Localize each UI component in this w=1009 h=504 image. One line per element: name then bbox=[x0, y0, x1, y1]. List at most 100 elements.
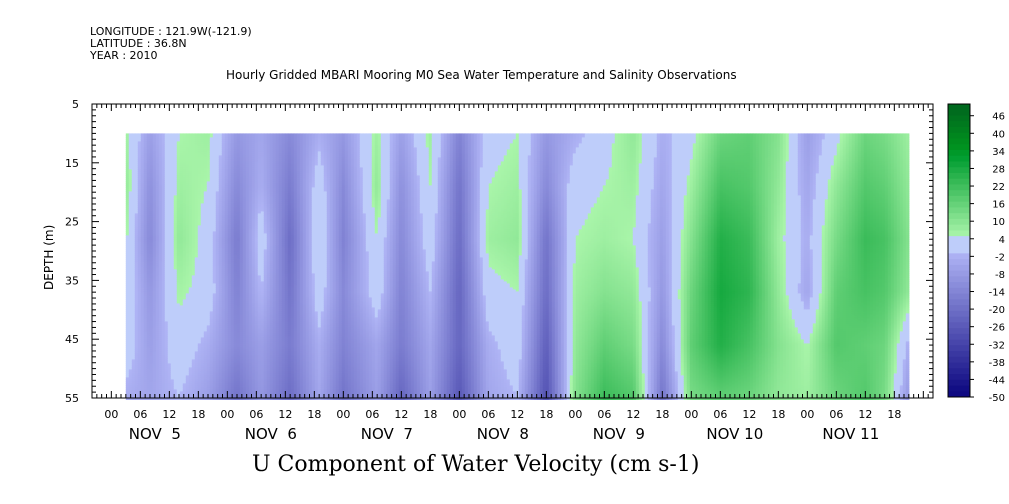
heatmap-cell bbox=[146, 267, 151, 270]
heatmap-cell bbox=[173, 175, 178, 178]
heatmap-cell bbox=[158, 195, 163, 198]
heatmap-cell bbox=[134, 303, 139, 306]
heatmap-cell bbox=[125, 317, 130, 320]
heatmap-cell bbox=[164, 147, 169, 150]
heatmap-cell bbox=[173, 285, 178, 288]
heatmap-cell bbox=[125, 339, 130, 342]
heatmap-cell bbox=[134, 273, 139, 276]
heatmap-cell bbox=[155, 225, 160, 228]
heatmap-cell bbox=[173, 365, 178, 368]
heatmap-cell bbox=[146, 301, 151, 304]
heatmap-cell bbox=[161, 255, 166, 258]
heatmap-cell bbox=[131, 247, 136, 250]
heatmap-cell bbox=[167, 185, 172, 188]
heatmap-cell bbox=[125, 363, 130, 366]
heatmap-cell bbox=[134, 325, 139, 328]
heatmap-cell bbox=[134, 359, 139, 362]
heatmap-cell bbox=[158, 363, 163, 366]
heatmap-cell bbox=[152, 163, 157, 166]
heatmap-cell bbox=[155, 395, 160, 398]
heatmap-cell bbox=[137, 205, 142, 208]
heatmap-cell bbox=[173, 383, 178, 386]
heatmap-cell bbox=[173, 271, 178, 274]
heatmap-cell bbox=[173, 393, 178, 396]
heatmap-cell bbox=[134, 307, 139, 310]
heatmap-cell bbox=[155, 173, 160, 176]
heatmap-cell bbox=[152, 327, 157, 330]
heatmap-cell bbox=[137, 295, 142, 298]
heatmap-cell bbox=[140, 301, 145, 304]
heatmap-cell bbox=[155, 345, 160, 348]
heatmap-cell bbox=[158, 271, 163, 274]
heatmap-cell bbox=[170, 191, 175, 194]
heatmap-cell bbox=[155, 299, 160, 302]
heatmap-cell bbox=[137, 219, 142, 222]
heatmap-cell bbox=[155, 275, 160, 278]
heatmap-cell bbox=[128, 283, 133, 286]
heatmap-cell bbox=[149, 283, 154, 286]
heatmap-cell bbox=[131, 229, 136, 232]
heatmap-cell bbox=[155, 261, 160, 264]
heatmap-cell bbox=[173, 197, 178, 200]
heatmap-cell bbox=[143, 369, 148, 372]
heatmap-cell bbox=[128, 305, 133, 308]
heatmap-cell bbox=[164, 301, 169, 304]
heatmap-cell bbox=[140, 133, 145, 136]
heatmap-cell bbox=[173, 289, 178, 292]
heatmap-cell bbox=[167, 359, 172, 362]
heatmap-cell bbox=[143, 247, 148, 250]
heatmap-cell bbox=[149, 143, 154, 146]
heatmap-cell bbox=[131, 345, 136, 348]
heatmap-cell bbox=[164, 365, 169, 368]
heatmap-cell bbox=[182, 355, 187, 358]
heatmap-cell bbox=[128, 173, 133, 176]
heatmap-cell bbox=[131, 263, 136, 266]
heatmap-cell bbox=[179, 279, 184, 282]
heatmap-cell bbox=[149, 291, 154, 294]
heatmap-cell bbox=[134, 395, 139, 398]
heatmap-cell bbox=[182, 285, 187, 288]
heatmap-cell bbox=[149, 359, 154, 362]
heatmap-cell bbox=[143, 285, 148, 288]
heatmap-cell bbox=[137, 209, 142, 212]
heatmap-cell bbox=[161, 199, 166, 202]
heatmap-cell bbox=[164, 283, 169, 286]
heatmap-cell bbox=[170, 383, 175, 386]
heatmap-cell bbox=[185, 275, 190, 278]
heatmap-cell bbox=[179, 275, 184, 278]
heatmap-cell bbox=[173, 179, 178, 182]
heatmap-cell bbox=[125, 383, 130, 386]
heatmap-cell bbox=[158, 381, 163, 384]
heatmap-cell bbox=[158, 213, 163, 216]
heatmap-cell bbox=[131, 251, 136, 254]
heatmap-cell bbox=[128, 295, 133, 298]
heatmap-cell bbox=[179, 165, 184, 168]
heatmap-cell bbox=[164, 205, 169, 208]
heatmap-cell bbox=[125, 149, 130, 152]
heatmap-cell bbox=[185, 245, 190, 248]
heatmap-cell bbox=[158, 175, 163, 178]
heatmap-cell bbox=[143, 153, 148, 156]
heatmap-cell bbox=[143, 237, 148, 240]
heatmap-cell bbox=[161, 239, 166, 242]
heatmap-cell bbox=[167, 197, 172, 200]
heatmap-cell bbox=[179, 391, 184, 394]
heatmap-cell bbox=[131, 287, 136, 290]
heatmap-cell bbox=[167, 211, 172, 214]
heatmap-cell bbox=[131, 347, 136, 350]
heatmap-cell bbox=[176, 335, 181, 338]
heatmap-cell bbox=[158, 135, 163, 138]
heatmap-cell bbox=[146, 257, 151, 260]
heatmap-cell bbox=[167, 331, 172, 334]
heatmap-cell bbox=[131, 307, 136, 310]
heatmap-cell bbox=[161, 327, 166, 330]
heatmap-cell bbox=[164, 351, 169, 354]
heatmap-cell bbox=[140, 249, 145, 252]
heatmap-cell bbox=[173, 257, 178, 260]
heatmap-cell bbox=[167, 287, 172, 290]
heatmap-cell bbox=[131, 371, 136, 374]
heatmap-cell bbox=[155, 181, 160, 184]
heatmap-cell bbox=[158, 359, 163, 362]
heatmap-cell bbox=[131, 273, 136, 276]
heatmap-cell bbox=[125, 381, 130, 384]
